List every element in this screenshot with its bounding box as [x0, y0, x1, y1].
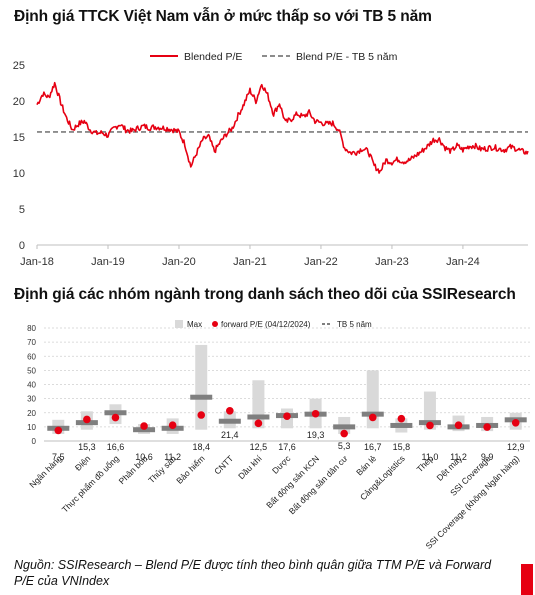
data-label-thep: 11,0 — [422, 452, 439, 462]
tb5y-marker-thuc-pham-do-uong — [104, 410, 127, 416]
forward-pe-dot-thuy-san — [168, 421, 177, 429]
legend-label-blended-pe: Blended P/E — [184, 51, 242, 63]
chart2-title: Định giá các nhóm ngành trong danh sách … — [14, 286, 516, 303]
forward-pe-dot-ngan-hang — [54, 426, 63, 435]
forward-pe-dot-det-may — [454, 421, 463, 429]
legend-label-avg-5y: Blend P/E - TB 5 năm — [296, 51, 398, 63]
data-label-ban-le: 16,7 — [364, 442, 382, 452]
data-label-ngan-hang: 7,5 — [52, 452, 65, 462]
x-tick-label: Jan-23 — [375, 256, 409, 268]
range-bar-bao-hiem — [195, 344, 208, 430]
x-tick-label: Jan-19 — [91, 256, 125, 268]
category-label-bat-dong-san-kcn: Bất động sản KCN — [264, 453, 321, 510]
chart1-title: Định giá TTCK Việt Nam vẫn ở mức thấp so… — [14, 8, 432, 25]
data-label-thuy-san: 11,2 — [164, 452, 181, 462]
data-label-duoc: 17,6 — [278, 442, 296, 452]
tb5y-marker-bat-dong-san-dan-cu — [333, 424, 356, 430]
data-label-cntt: 21,4 — [221, 430, 239, 440]
legend-label-forward-pe: forward P/E (04/12/2024) — [221, 320, 311, 329]
data-label-ssi-coverage: 9,9 — [481, 452, 494, 462]
y-tick-label: 15 — [13, 132, 25, 144]
brand-accent-bar — [521, 564, 533, 595]
forward-pe-dot-ssi-coverage-khong-ngan-hang — [511, 418, 520, 427]
y-tick-label: 40 — [27, 381, 36, 390]
forward-pe-dot-cntt — [226, 406, 234, 415]
forward-pe-dot-bat-dong-san-kcn — [311, 409, 320, 418]
forward-pe-dot-thuc-pham-do-uong — [111, 413, 120, 422]
forward-pe-dot-duoc — [283, 412, 291, 420]
forward-pe-dot-bat-dong-san-dan-cu — [340, 429, 348, 438]
category-label-duoc: Dược — [270, 453, 293, 476]
y-tick-label: 50 — [27, 366, 36, 375]
data-label-dau-khi: 12,5 — [250, 442, 268, 452]
data-label-bat-dong-san-kcn: 19,3 — [307, 430, 325, 440]
y-tick-label: 10 — [27, 423, 36, 432]
category-label-dien: Điện — [73, 453, 93, 473]
category-label-ban-le: Bán lẻ — [354, 453, 378, 477]
y-tick-label: 0 — [19, 240, 25, 252]
category-label-thuc-pham-do-uong: Thực phẩm đồ uống — [60, 453, 121, 514]
data-label-bat-dong-san-dan-cu: 5,3 — [338, 441, 351, 451]
data-label-phan-bon: 10,6 — [135, 452, 153, 462]
y-tick-label: 60 — [27, 352, 36, 361]
forward-pe-dot-cang-logistics — [397, 414, 406, 423]
y-tick-label: 5 — [19, 204, 25, 216]
data-label-cang-logistics: 15,8 — [393, 442, 411, 452]
forward-pe-dot-ssi-coverage — [483, 423, 491, 431]
source-note: Nguồn: SSIResearch – Blend P/E được tính… — [14, 558, 492, 588]
series-line-blended-pe — [36, 81, 529, 174]
data-label-thuc-pham-do-uong: 16,6 — [107, 442, 125, 452]
forward-pe-dot-ban-le — [368, 413, 377, 422]
y-tick-label: 20 — [27, 409, 36, 418]
x-tick-label: Jan-18 — [20, 256, 54, 268]
y-tick-label: 70 — [27, 338, 36, 347]
forward-pe-dot-bao-hiem — [197, 411, 206, 419]
legend-swatch-forward-pe — [212, 321, 218, 327]
tb5y-marker-cntt — [218, 418, 241, 424]
data-label-det-may: 11,2 — [450, 452, 467, 462]
data-label-bao-hiem: 18,4 — [192, 442, 210, 452]
forward-pe-dot-phan-bon — [140, 422, 148, 430]
category-label-dau-khi: Dầu khí — [236, 453, 264, 481]
category-label-cntt: CNTT — [212, 453, 235, 476]
x-tick-label: Jan-21 — [233, 256, 267, 268]
tb5y-marker-bao-hiem — [190, 394, 213, 400]
tb5y-marker-dau-khi — [247, 414, 270, 420]
tb5y-marker-cang-logistics — [390, 422, 413, 428]
legend-swatch-max — [175, 320, 183, 328]
y-tick-label: 30 — [27, 395, 36, 404]
data-label-ssi-coverage-khong-ngan-hang: 12,9 — [507, 442, 525, 452]
x-tick-label: Jan-20 — [162, 256, 196, 268]
category-label-ngan-hang: Ngân hàng — [27, 453, 64, 490]
data-label-dien: 15,3 — [78, 442, 96, 452]
category-label-phan-bon: Phân bón — [117, 453, 150, 486]
y-tick-label: 80 — [27, 324, 36, 333]
forward-pe-dot-thep — [426, 421, 434, 430]
x-tick-label: Jan-22 — [304, 256, 338, 268]
legend-label-tb5y: TB 5 năm — [337, 320, 372, 329]
chart1-pe-line-chart: 0 5 10 15 20 25 Jan-18 Jan-19 Jan-20 Jan-21 Jan-22… — [13, 51, 529, 268]
x-tick-label: Jan-24 — [446, 256, 480, 268]
forward-pe-dot-dau-khi — [254, 419, 263, 428]
y-tick-label: 20 — [13, 96, 25, 108]
y-tick-label: 25 — [13, 60, 25, 72]
y-tick-label: 0 — [32, 437, 37, 446]
range-bar-dau-khi — [252, 380, 265, 429]
forward-pe-dot-dien — [83, 415, 91, 424]
y-tick-label: 10 — [13, 168, 25, 180]
legend-label-max: Max — [187, 320, 202, 329]
